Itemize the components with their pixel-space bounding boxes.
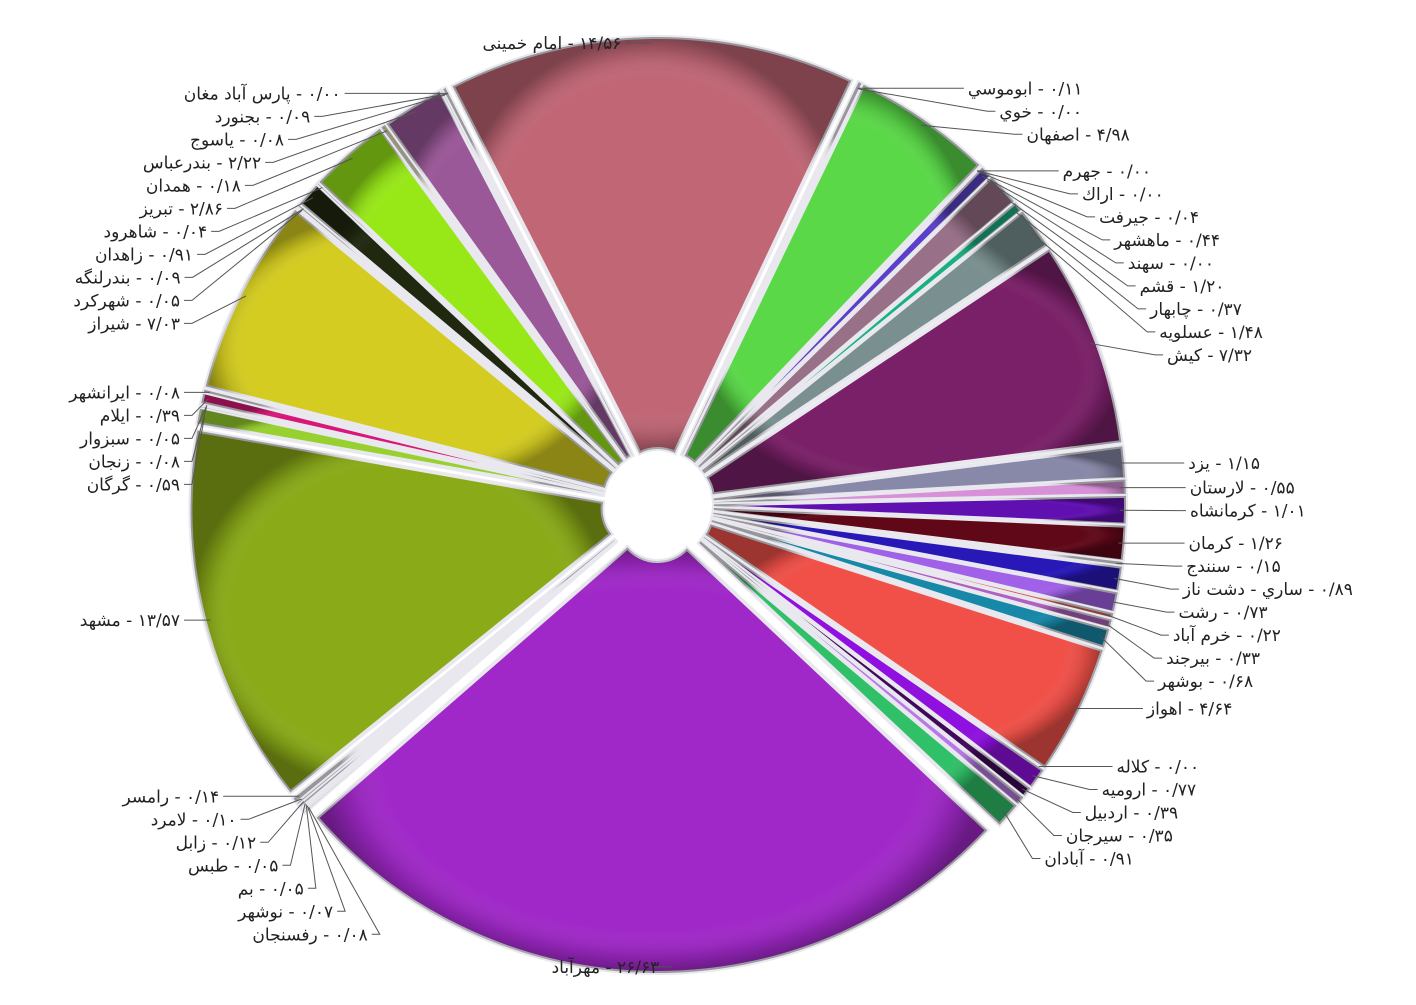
slice-label-8: ۰/۰۰ - سهند <box>1128 254 1214 274</box>
slice-label-35: ۰/۱۰ - لامرد <box>151 810 237 830</box>
slice-label-44: ۰/۰۵ - شهركرد <box>73 291 180 311</box>
leader-line-51 <box>288 94 446 140</box>
slice-label-10: ۰/۳۷ - چابهار <box>1149 300 1242 320</box>
leader-line-7 <box>982 175 1111 241</box>
slice-label-5: ۰/۰۰ - اراك <box>1082 185 1164 205</box>
slice-label-37: ۱۳/۵۷ - مشهد <box>80 611 180 631</box>
leader-line-35 <box>240 798 302 820</box>
leader-line-49 <box>244 130 388 186</box>
slice-label-12: ۷/۳۲ - كيش <box>1167 346 1252 366</box>
slice-label-7: ۰/۴۴ - ماهشهر <box>1113 231 1220 251</box>
slice-label-29: ۲۶/۶۳ - مهرآباد <box>552 956 660 978</box>
slice-label-4: ۰/۰۰ - جهرم <box>1063 162 1151 182</box>
slice-label-43: ۷/۰۳ - شيراز <box>87 314 180 334</box>
slice-label-23: ۴/۶۴ - اهواز <box>1146 699 1232 719</box>
slice-label-2: ۰/۰۰ - خوي <box>999 102 1082 122</box>
leader-line-33 <box>282 803 306 866</box>
slice-label-27: ۰/۳۵ - سيرجان <box>1066 827 1173 847</box>
leader-line-10 <box>1013 210 1147 310</box>
slice-label-16: ۱/۲۶ - كرمان <box>1189 534 1283 554</box>
slice-label-48: ۲/۸۶ - تبريز <box>139 199 223 219</box>
leader-line-3 <box>921 124 1023 135</box>
leader-line-17 <box>1116 562 1183 567</box>
leader-line-18 <box>1114 577 1179 590</box>
slice-label-20: ۰/۲۲ - خرم آباد <box>1173 624 1281 646</box>
leader-line-43 <box>184 295 247 324</box>
leader-line-27 <box>1015 797 1062 837</box>
leader-line-11 <box>1030 231 1156 333</box>
leader-line-44 <box>184 209 303 301</box>
slice-label-32: ۰/۰۵ - بم <box>238 879 304 899</box>
leader-line-26 <box>1022 788 1081 814</box>
leader-line-31 <box>306 805 346 912</box>
leader-line-9 <box>998 192 1136 287</box>
slice-label-0: ۱۴/۵۶ - امام خمینی <box>483 34 622 54</box>
slice-labels: ۰/۱۱ - ابوموسي ۰/۰۰ - خوي ۴/۹۸ - اصفهان ۰/۰… <box>68 34 1353 978</box>
slice-label-24: ۰/۰۰ - كلاله <box>1117 758 1200 778</box>
slice-label-6: ۰/۰۴ - جيرفت <box>1099 208 1199 228</box>
leader-line-19 <box>1109 600 1175 613</box>
slice-label-53: ۰/۰۰ - پارس آباد مغان <box>184 82 341 104</box>
slice-label-52: ۰/۰۹ - بجنورد <box>215 107 310 127</box>
slice-label-31: ۰/۰۷ - نوشهر <box>237 902 333 922</box>
slice-label-42: ۰/۰۸ - ايرانشهر <box>68 383 180 403</box>
leader-line-41 <box>184 398 209 416</box>
leader-line-20 <box>1106 614 1169 636</box>
slice-label-40: ۰/۰۵ - سبزوار <box>79 429 180 449</box>
leader-line-12 <box>1090 343 1164 356</box>
leader-line-52 <box>314 93 448 117</box>
slice-label-15: ۱/۰۱ - كرمانشاه <box>1190 502 1306 522</box>
slice-label-13: ۱/۱۵ - يزد <box>1188 454 1260 474</box>
leader-line-30 <box>308 807 381 935</box>
slice-label-38: ۰/۵۹ - گرگان <box>87 474 180 495</box>
leader-line-38 <box>184 416 206 485</box>
slice-label-9: ۱/۲۰ - قشم <box>1140 277 1225 297</box>
slice-label-36: ۰/۱۴ - رامسر <box>121 787 219 807</box>
leader-line-47 <box>211 187 323 232</box>
leader-line-22 <box>1100 636 1155 682</box>
slice-label-46: ۰/۹۱ - زاهدان <box>95 245 193 265</box>
slice-label-28: ۰/۹۱ - آبادان <box>1044 848 1133 870</box>
slice-label-51: ۰/۰۸ - ياسوج <box>190 130 284 150</box>
slice-label-3: ۴/۹۸ - اصفهان <box>1026 125 1129 145</box>
leader-line-39 <box>184 406 207 462</box>
leader-line-48 <box>227 157 353 209</box>
leader-line-28 <box>1003 811 1041 860</box>
leader-line-40 <box>184 404 208 439</box>
slice-label-30: ۰/۰۸ - رفسنجان <box>252 925 367 945</box>
leader-line-2 <box>858 88 996 112</box>
leader-line-34 <box>260 801 305 843</box>
slice-label-17: ۰/۱۵ - سنندج <box>1186 557 1280 577</box>
slice-label-1: ۰/۱۱ - ابوموسي <box>968 79 1083 99</box>
leader-line-5 <box>976 170 1078 195</box>
slice-label-14: ۰/۵۵ - لارستان <box>1190 479 1295 499</box>
leader-line-50 <box>265 111 417 163</box>
slice-label-19: ۰/۷۳ - رشت <box>1178 603 1267 623</box>
leader-line-6 <box>977 170 1096 218</box>
slice-label-21: ۰/۳۳ - بيرجند <box>1166 649 1260 669</box>
slice-label-41: ۰/۳۹ - ايلام <box>100 406 180 426</box>
leader-line-25 <box>1032 775 1098 791</box>
leader-line-46 <box>197 197 314 255</box>
slice-label-18: ۰/۸۹ - ساري - دشت ناز <box>1182 580 1353 600</box>
slice-label-34: ۰/۱۲ - زابل <box>176 833 257 853</box>
slice-label-39: ۰/۰۸ - زنجان <box>88 452 180 472</box>
slice-label-49: ۰/۱۸ - همدان <box>146 176 241 196</box>
leader-line-45 <box>184 208 304 278</box>
leader-line-32 <box>305 804 317 889</box>
leader-line-8 <box>986 180 1124 264</box>
slice-label-11: ۱/۴۸ - عسلويه <box>1159 323 1263 343</box>
slice-label-22: ۰/۶۸ - بوشهر <box>1157 672 1253 692</box>
slice-label-45: ۰/۰۹ - بندرلنگه <box>75 267 181 288</box>
slice-label-50: ۲/۲۲ - بندرعباس <box>143 153 261 173</box>
slice-label-33: ۰/۰۵ - طبس <box>188 856 278 876</box>
leader-line-21 <box>1104 622 1163 659</box>
slice-label-25: ۰/۷۷ - اروميه <box>1102 781 1197 801</box>
slice-label-47: ۰/۰۴ - شاهرود <box>104 222 208 242</box>
slice-label-26: ۰/۳۹ - اردبيل <box>1085 804 1178 824</box>
